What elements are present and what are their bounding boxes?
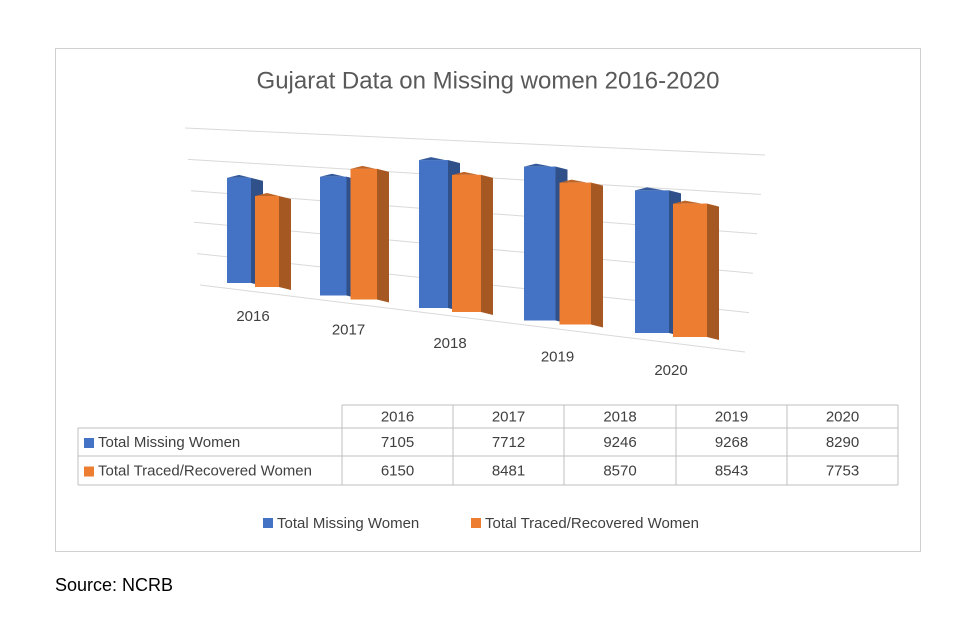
x-tick-label: 2016 — [236, 308, 269, 325]
bar-front — [255, 195, 279, 287]
bar-front — [524, 166, 556, 321]
bar-front — [419, 160, 448, 308]
table-header: 2019 — [715, 408, 748, 425]
bar-front — [673, 203, 707, 337]
table-cell: 8290 — [826, 434, 859, 451]
table-header: 2017 — [492, 408, 525, 425]
table-header: 2016 — [381, 408, 414, 425]
source-note: Source: NCRB — [55, 575, 173, 595]
table-cell: 8481 — [492, 462, 525, 479]
row-label: Total Missing Women — [98, 434, 240, 451]
table-cell: 7712 — [492, 434, 525, 451]
grid-line — [199, 284, 746, 353]
bar-side — [279, 195, 291, 290]
bar — [559, 179, 603, 328]
bar-front — [559, 182, 591, 325]
bar-front — [452, 174, 481, 312]
bar — [350, 165, 389, 303]
table-cell: 6150 — [381, 462, 414, 479]
table-cell: 8570 — [603, 462, 636, 479]
bar-side — [591, 182, 603, 328]
bar — [673, 200, 719, 340]
x-tick-label: 2020 — [654, 362, 687, 379]
bar-front — [320, 176, 347, 296]
legend-key — [84, 466, 94, 477]
bar-side — [377, 168, 389, 303]
bar — [255, 192, 291, 290]
table-header: 2020 — [826, 408, 859, 425]
bar-front — [635, 190, 669, 333]
grid-line — [184, 127, 766, 156]
bar — [452, 171, 493, 315]
bar-side — [707, 203, 719, 340]
bar-front — [227, 177, 251, 283]
table-cell: 7105 — [381, 434, 414, 451]
x-tick-label: 2017 — [332, 321, 365, 338]
legend-key — [263, 518, 273, 528]
bar-front — [350, 168, 377, 300]
chart-title: Gujarat Data on Missing women 2016-2020 — [257, 67, 720, 94]
table-cell: 9246 — [603, 434, 636, 451]
bar-side — [481, 174, 493, 315]
table-cell: 8543 — [715, 462, 748, 479]
legend-key — [84, 438, 94, 448]
legend-label: Total Missing Women — [277, 515, 419, 532]
x-tick-label: 2019 — [541, 348, 574, 365]
x-tick-label: 2018 — [433, 335, 466, 352]
table-header: 2018 — [603, 408, 636, 425]
bar — [635, 187, 681, 336]
legend-label: Total Traced/Recovered Women — [485, 515, 699, 532]
legend-key — [471, 518, 481, 528]
table-cell: 7753 — [826, 462, 859, 479]
row-label: Total Traced/Recovered Women — [98, 462, 312, 479]
table-cell: 9268 — [715, 434, 748, 451]
